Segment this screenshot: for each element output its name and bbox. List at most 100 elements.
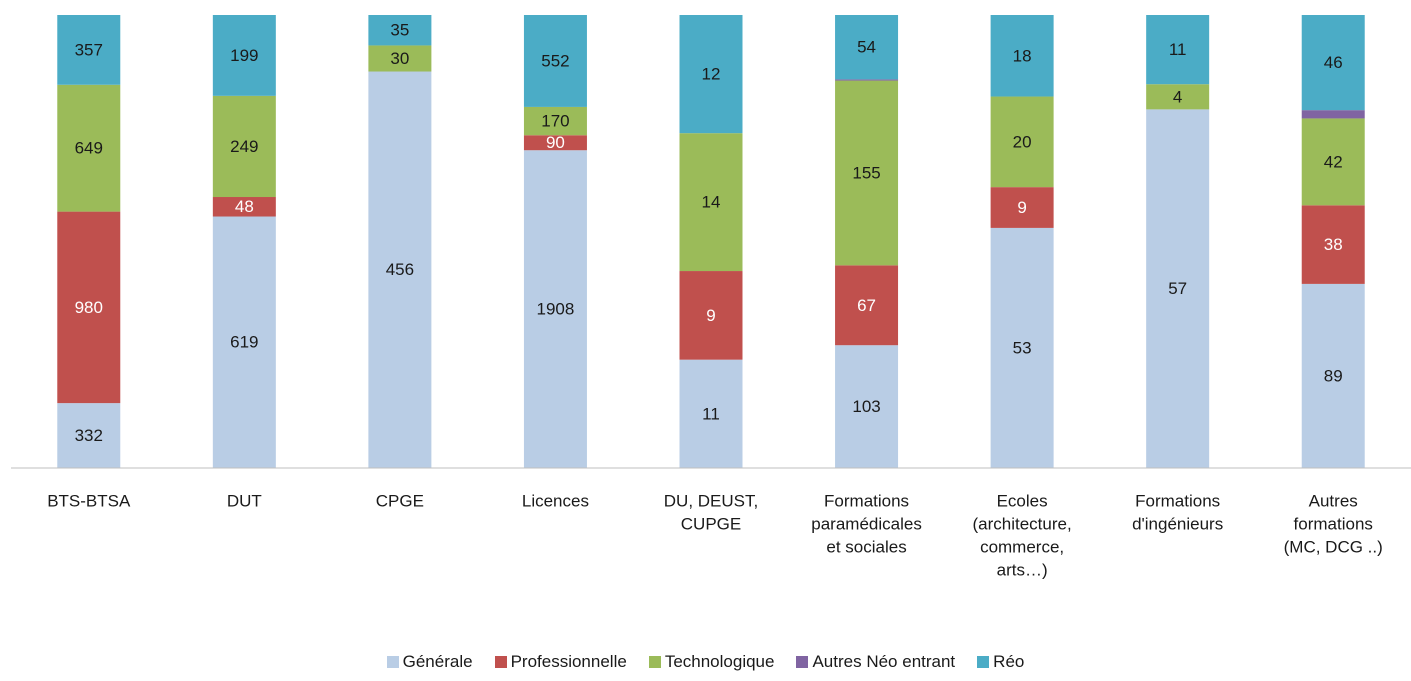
- data-label: 11: [1169, 40, 1187, 59]
- bar-segment: [212, 197, 276, 217]
- bar-segment: [1301, 205, 1365, 284]
- legend-label: Réo: [993, 652, 1025, 671]
- bar-segment: [368, 71, 432, 469]
- data-label: 649: [75, 139, 103, 158]
- legend-label: Professionnelle: [510, 652, 627, 671]
- bar-segment: [523, 15, 587, 107]
- data-label: 48: [235, 197, 254, 216]
- x-tick-label: (architecture,: [973, 514, 1072, 533]
- x-tick-label: Formations: [824, 491, 909, 510]
- x-tick-label: arts…): [997, 560, 1048, 579]
- data-label: 4: [1173, 87, 1182, 106]
- data-label: 155: [852, 163, 880, 182]
- data-label: 18: [1013, 46, 1032, 65]
- bar-segment: [679, 133, 743, 272]
- data-label: 103: [852, 397, 880, 416]
- bar-segment: [57, 84, 121, 212]
- data-label: 980: [75, 298, 103, 317]
- data-label: 12: [702, 65, 721, 84]
- bar-segment: [1301, 15, 1365, 111]
- bar-segment: [57, 15, 121, 85]
- bar-segment: [679, 359, 743, 468]
- x-tick-label: Formations: [1135, 491, 1220, 510]
- legend-swatch: [977, 656, 990, 668]
- data-label: 249: [230, 137, 258, 156]
- legend-label: Générale: [402, 652, 473, 671]
- data-label: 89: [1324, 366, 1343, 385]
- bar-segment: [57, 403, 121, 468]
- bar-segment: [835, 80, 899, 266]
- data-label: 9: [1017, 198, 1026, 217]
- bar-segment: [679, 271, 743, 360]
- bar-segment: [57, 211, 121, 404]
- data-label: 20: [1013, 132, 1032, 151]
- data-label: 53: [1013, 338, 1032, 357]
- data-label: 1908: [537, 300, 575, 319]
- bar-segment: [523, 135, 587, 151]
- bar-segment: [1301, 118, 1365, 206]
- legend-item: Générale: [386, 652, 473, 672]
- x-tick-label: Ecoles: [997, 491, 1048, 510]
- bar-segment: [835, 345, 899, 468]
- data-label: 54: [857, 38, 876, 57]
- x-tick-label: paramédicales: [811, 514, 922, 533]
- bar-segment: [679, 15, 743, 134]
- data-label: 35: [390, 21, 409, 40]
- bar-segment: [212, 95, 276, 198]
- x-tick-label: BTS-BTSA: [47, 491, 131, 510]
- data-label: 9: [706, 306, 715, 325]
- bar-segment: [835, 15, 899, 80]
- legend-swatch: [386, 656, 399, 668]
- bar-segment: [1301, 283, 1365, 468]
- bar-segment: [1146, 84, 1210, 110]
- chart: 332 980 649 357 BTS-BTSA 619 48 249 199 DUT 456 30 3…: [11, 15, 1411, 579]
- data-label: 357: [75, 40, 103, 59]
- data-label: 170: [541, 112, 569, 131]
- bar-segment: [990, 15, 1054, 97]
- legend-label: Technologique: [664, 652, 775, 671]
- legend: Générale Professionnelle Technologique Autr…: [0, 652, 1411, 672]
- legend-label: Autres Néo entrant: [812, 652, 956, 671]
- data-label: 38: [1324, 235, 1343, 254]
- x-tick-label: CUPGE: [681, 514, 741, 533]
- bar-segment: [212, 15, 276, 96]
- bar-segment: [1146, 109, 1210, 468]
- data-label: 332: [75, 426, 103, 445]
- data-label: 30: [390, 49, 409, 68]
- legend-item: Autres Néo entrant: [796, 652, 955, 672]
- bar-segment: [1146, 15, 1210, 85]
- x-tick-label: et sociales: [826, 537, 906, 556]
- x-tick-label: Autres: [1309, 491, 1358, 510]
- x-tick-label: DUT: [227, 491, 262, 510]
- bar-segment: [990, 96, 1054, 188]
- x-tick-label: Licences: [522, 491, 589, 510]
- data-label: 552: [541, 51, 569, 70]
- data-label: 42: [1324, 152, 1343, 171]
- legend-swatch: [796, 656, 809, 668]
- legend-swatch: [494, 656, 507, 668]
- bar-segment: [835, 79, 899, 81]
- data-label: 456: [386, 260, 414, 279]
- bar-segment: [1301, 110, 1365, 119]
- legend-item: Réo: [977, 652, 1024, 672]
- x-tick-label: DU, DEUST,: [664, 491, 758, 510]
- data-label: 11: [702, 404, 720, 423]
- bar-segment: [523, 106, 587, 136]
- x-tick-label: formations: [1294, 514, 1373, 533]
- data-label: 90: [546, 133, 565, 152]
- bar-segment: [835, 265, 899, 346]
- bar-segment: [212, 216, 276, 468]
- bar-segment: [368, 45, 432, 72]
- bar-segment: [368, 15, 432, 46]
- x-tick-label: d'ingénieurs: [1132, 514, 1223, 533]
- legend-item: Professionnelle: [494, 652, 627, 672]
- data-label: 57: [1168, 279, 1187, 298]
- legend-item: Technologique: [648, 652, 775, 672]
- data-label: 67: [857, 296, 876, 315]
- bar-segment: [990, 227, 1054, 468]
- data-label: 46: [1324, 53, 1343, 72]
- x-tick-label: commerce,: [980, 537, 1064, 556]
- data-label: 199: [230, 46, 258, 65]
- data-label: 14: [702, 193, 721, 212]
